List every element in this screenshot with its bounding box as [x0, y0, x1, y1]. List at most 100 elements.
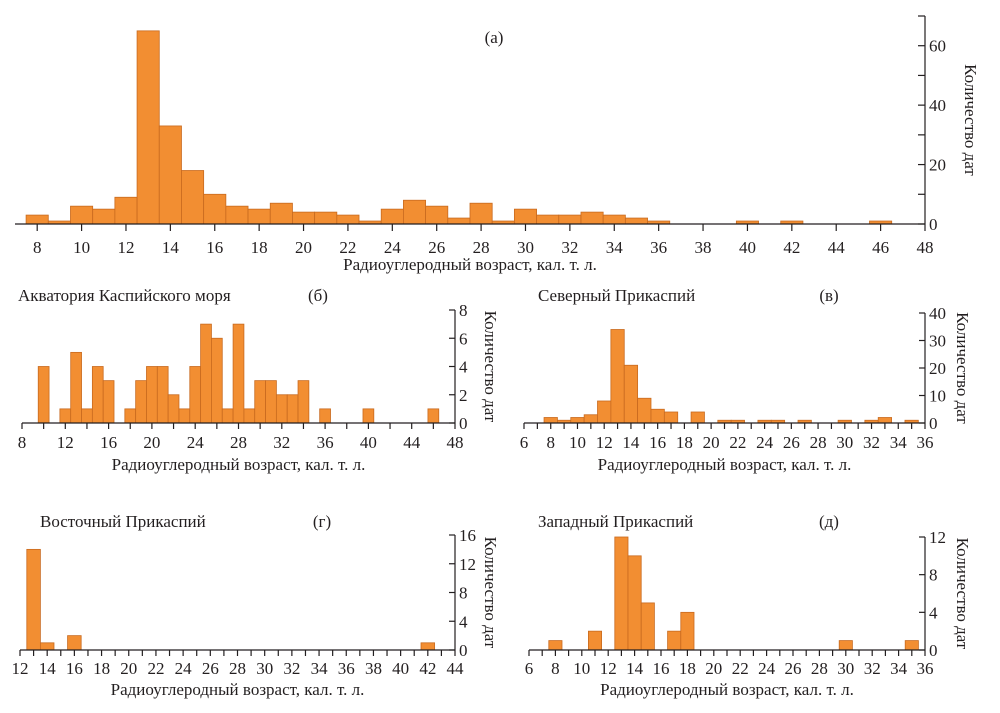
x-tick-label-a: 20 — [295, 238, 312, 257]
x-tick-label-b: 32 — [273, 433, 290, 452]
x-tick-label-d: 8 — [551, 659, 560, 678]
bar-a-12 — [114, 196, 138, 225]
x-tick-label-v: 28 — [810, 433, 827, 452]
bar-b-29 — [243, 408, 256, 424]
x-tick-label-d: 30 — [837, 659, 854, 678]
y-tick-label-g: 0 — [459, 641, 468, 660]
x-axis-title-v: Радиоуглеродный возраст, кал. т. л. — [598, 455, 852, 474]
x-tick-label-a: 46 — [872, 238, 889, 257]
x-tick-label-v: 34 — [890, 433, 908, 452]
x-tick-label-g: 14 — [39, 659, 57, 678]
x-tick-label-d: 18 — [679, 659, 696, 678]
bar-a-15 — [181, 170, 205, 225]
x-tick-label-a: 38 — [695, 238, 712, 257]
y-tick-label-b: 0 — [459, 414, 468, 433]
x-tick-label-d: 26 — [785, 659, 802, 678]
bar-a-31 — [536, 214, 560, 225]
bar-d-18 — [680, 611, 695, 651]
panel-b-title: Акватория Каспийского моря — [18, 286, 231, 305]
x-tick-label-d: 14 — [626, 659, 644, 678]
bar-b-14 — [81, 408, 93, 424]
y-tick-label-v: 0 — [929, 414, 938, 433]
x-tick-label-g: 22 — [147, 659, 164, 678]
y-tick-label-v: 20 — [929, 359, 946, 378]
x-tick-label-v: 6 — [520, 433, 529, 452]
x-tick-label-d: 10 — [573, 659, 590, 678]
x-tick-label-a: 16 — [206, 238, 223, 257]
x-axis-title-b: Радиоуглеродный возраст, кал. т. л. — [112, 455, 366, 474]
bar-b-24 — [189, 366, 202, 424]
bar-b-36 — [319, 408, 331, 424]
bar-v-10 — [570, 417, 585, 424]
x-tick-label-v: 10 — [569, 433, 586, 452]
x-tick-label-g: 30 — [256, 659, 273, 678]
x-tick-label-a: 8 — [33, 238, 42, 257]
bar-d-11 — [588, 630, 603, 651]
y-tick-label-v: 30 — [929, 332, 946, 351]
y-axis-title-d: Количество дат — [953, 538, 972, 650]
bar-d-15 — [640, 602, 655, 651]
bar-a-16 — [203, 193, 227, 225]
x-tick-label-a: 30 — [517, 238, 534, 257]
x-tick-label-d: 34 — [890, 659, 908, 678]
bar-v-12 — [597, 400, 612, 424]
x-tick-label-a: 26 — [428, 238, 445, 257]
x-tick-label-g: 20 — [120, 659, 137, 678]
x-tick-label-b: 36 — [317, 433, 334, 452]
y-tick-label-b: 8 — [459, 301, 468, 320]
x-tick-label-b: 40 — [360, 433, 377, 452]
bar-a-22 — [336, 214, 360, 225]
bar-a-34 — [602, 214, 626, 225]
bar-b-18 — [124, 408, 137, 424]
x-tick-label-b: 24 — [187, 433, 205, 452]
x-tick-label-a: 42 — [783, 238, 800, 257]
panel-v-label: (в) — [819, 286, 838, 305]
y-tick-label-a: 60 — [929, 37, 946, 56]
x-tick-label-g: 34 — [311, 659, 329, 678]
bar-b-32 — [275, 394, 288, 424]
y-tick-label-d: 8 — [929, 566, 938, 585]
bar-b-10 — [37, 366, 50, 424]
bar-v-13 — [610, 329, 625, 424]
bar-b-25 — [200, 323, 212, 424]
bar-b-13 — [70, 351, 82, 424]
y-tick-label-a: 40 — [929, 96, 946, 115]
x-tick-label-b: 16 — [100, 433, 117, 452]
panel-v-north-caspian: Северный Прикаспий (в) 6 8 10 12 14 16 18 20 22 2… — [520, 286, 972, 474]
bar-a-27 — [447, 217, 471, 225]
x-tick-label-b: 48 — [447, 433, 464, 452]
x-tick-label-g: 36 — [338, 659, 355, 678]
x-tick-label-v: 14 — [622, 433, 640, 452]
x-tick-label-v: 30 — [836, 433, 853, 452]
bar-a-10 — [70, 205, 94, 225]
bar-a-33 — [580, 211, 604, 225]
x-tick-label-b: 20 — [143, 433, 160, 452]
x-tick-label-g: 32 — [283, 659, 300, 678]
x-tick-label-g: 38 — [365, 659, 382, 678]
x-axis-title-g: Радиоуглеродный возраст, кал. т. л. — [111, 680, 365, 699]
x-tick-label-b: 12 — [57, 433, 74, 452]
x-tick-label-g: 42 — [419, 659, 436, 678]
bar-b-46 — [427, 408, 440, 424]
x-tick-label-v: 32 — [863, 433, 880, 452]
bar-b-31 — [265, 380, 277, 424]
bar-b-40 — [362, 408, 375, 424]
y-tick-label-g: 4 — [459, 612, 468, 631]
y-tick-label-d: 12 — [929, 528, 946, 547]
bar-a-32 — [558, 214, 582, 225]
y-axis-title-a: Количество дат — [961, 64, 980, 176]
bar-v-15 — [637, 397, 652, 424]
y-tick-label-g: 8 — [459, 584, 468, 603]
bar-a-13 — [136, 30, 160, 225]
panel-g-title: Восточный Прикаспий — [40, 512, 206, 531]
bar-d-14 — [627, 555, 642, 651]
bar-v-17 — [663, 411, 679, 424]
y-tick-label-a: 0 — [929, 215, 938, 234]
y-tick-label-a: 20 — [929, 156, 946, 175]
bar-a-8 — [25, 214, 49, 225]
x-tick-label-a: 36 — [650, 238, 667, 257]
x-axis-title-a: Радиоуглеродный возраст, кал. т. л. — [343, 255, 597, 274]
y-tick-label-b: 6 — [459, 329, 468, 348]
y-tick-label-d: 4 — [929, 603, 938, 622]
